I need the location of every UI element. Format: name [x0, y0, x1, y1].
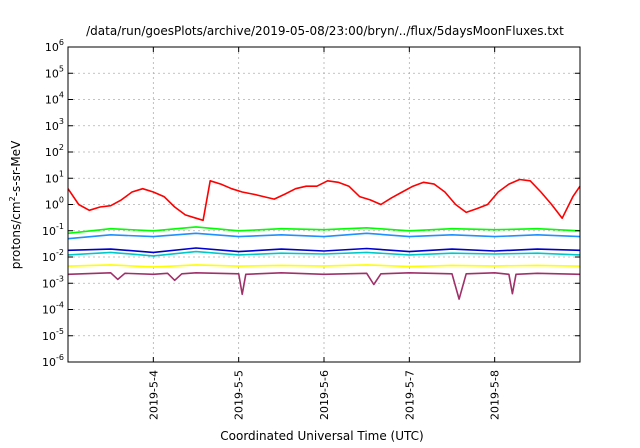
y-tick-label: 104: [45, 91, 64, 107]
y-tick-label-base: 10: [42, 330, 56, 343]
y-tick-label-exp: 6: [59, 38, 64, 47]
series-line-2: [67, 226, 581, 235]
x-tick-labels: 2019-5-4 2019-5-5 2019-5-6 2019-5-7 2019-5-8: [147, 370, 501, 420]
y-tick-label-exp: -1: [56, 222, 64, 231]
x-axis-label: Coordinated Universal Time (UTC): [220, 429, 423, 443]
x-tick-label: 2019-5-6: [318, 370, 331, 420]
y-tick-label-exp: -2: [56, 248, 64, 257]
y-tick-label: 102: [45, 143, 64, 159]
y-tick-label-exp: -5: [56, 327, 64, 336]
y-tick-label-exp: 5: [59, 64, 64, 73]
y-tick-label: 10-1: [42, 222, 64, 238]
y-tick-label-exp: 3: [59, 117, 64, 126]
chart-title: /data/run/goesPlots/archive/2019-05-08/2…: [86, 24, 564, 38]
ticks: [68, 46, 580, 363]
y-tick-label: 10-6: [42, 353, 64, 369]
y-tick-label: 105: [45, 64, 64, 80]
y-tick-label-base: 10: [45, 67, 59, 80]
series-group: [67, 178, 581, 300]
y-tick-label: 100: [45, 196, 64, 212]
y-tick-label-base: 10: [42, 251, 56, 264]
y-axis-label: protons/cm2-s-sr-MeV: [8, 140, 23, 269]
x-tick-label: 2019-5-8: [489, 370, 502, 420]
y-tick-label-exp: 4: [59, 91, 64, 100]
y-tick-label-exp: -3: [56, 274, 64, 283]
x-tick-label: 2019-5-5: [233, 370, 246, 420]
y-tick-label-exp: -6: [56, 353, 64, 362]
y-tick-labels: 10-610-510-410-310-210-11001011021031041…: [42, 38, 64, 369]
y-tick-label-base: 10: [42, 277, 56, 290]
y-tick-label-exp: 0: [59, 196, 64, 205]
y-tick-label-base: 10: [45, 146, 59, 159]
series-line-4: [67, 250, 581, 257]
y-tick-label-exp: -4: [56, 301, 64, 310]
y-tick-label-base: 10: [45, 94, 59, 107]
y-axis-label-rest: -s-sr-MeV: [9, 140, 23, 196]
y-tick-label: 106: [45, 38, 64, 54]
y-tick-label: 101: [45, 169, 64, 185]
y-tick-label-base: 10: [45, 199, 59, 212]
y-tick-label-exp: 2: [59, 143, 64, 152]
series-line-5: [67, 247, 581, 254]
series-line-7: [67, 271, 581, 300]
y-tick-label-base: 10: [42, 356, 56, 369]
y-tick-label: 103: [45, 117, 64, 133]
y-tick-label: 10-2: [42, 248, 64, 264]
series-line-3: [67, 232, 581, 240]
y-tick-label-exp: 1: [59, 169, 64, 178]
series-line-1: [67, 178, 581, 222]
y-tick-label: 10-3: [42, 274, 64, 290]
y-axis-label-base: protons/cm: [9, 201, 23, 269]
x-tick-label: 2019-5-4: [147, 370, 160, 420]
y-tick-label-base: 10: [45, 41, 59, 54]
y-tick-label: 10-5: [42, 327, 64, 343]
x-tick-label: 2019-5-7: [403, 370, 416, 420]
y-tick-label-base: 10: [45, 120, 59, 133]
y-tick-label-base: 10: [45, 172, 59, 185]
y-axis-label-sup: 2: [8, 196, 17, 201]
y-tick-label: 10-4: [42, 301, 64, 317]
y-tick-label-base: 10: [42, 304, 56, 317]
y-tick-label-base: 10: [42, 225, 56, 238]
grid: [68, 47, 580, 362]
series-line-6: [67, 264, 581, 268]
